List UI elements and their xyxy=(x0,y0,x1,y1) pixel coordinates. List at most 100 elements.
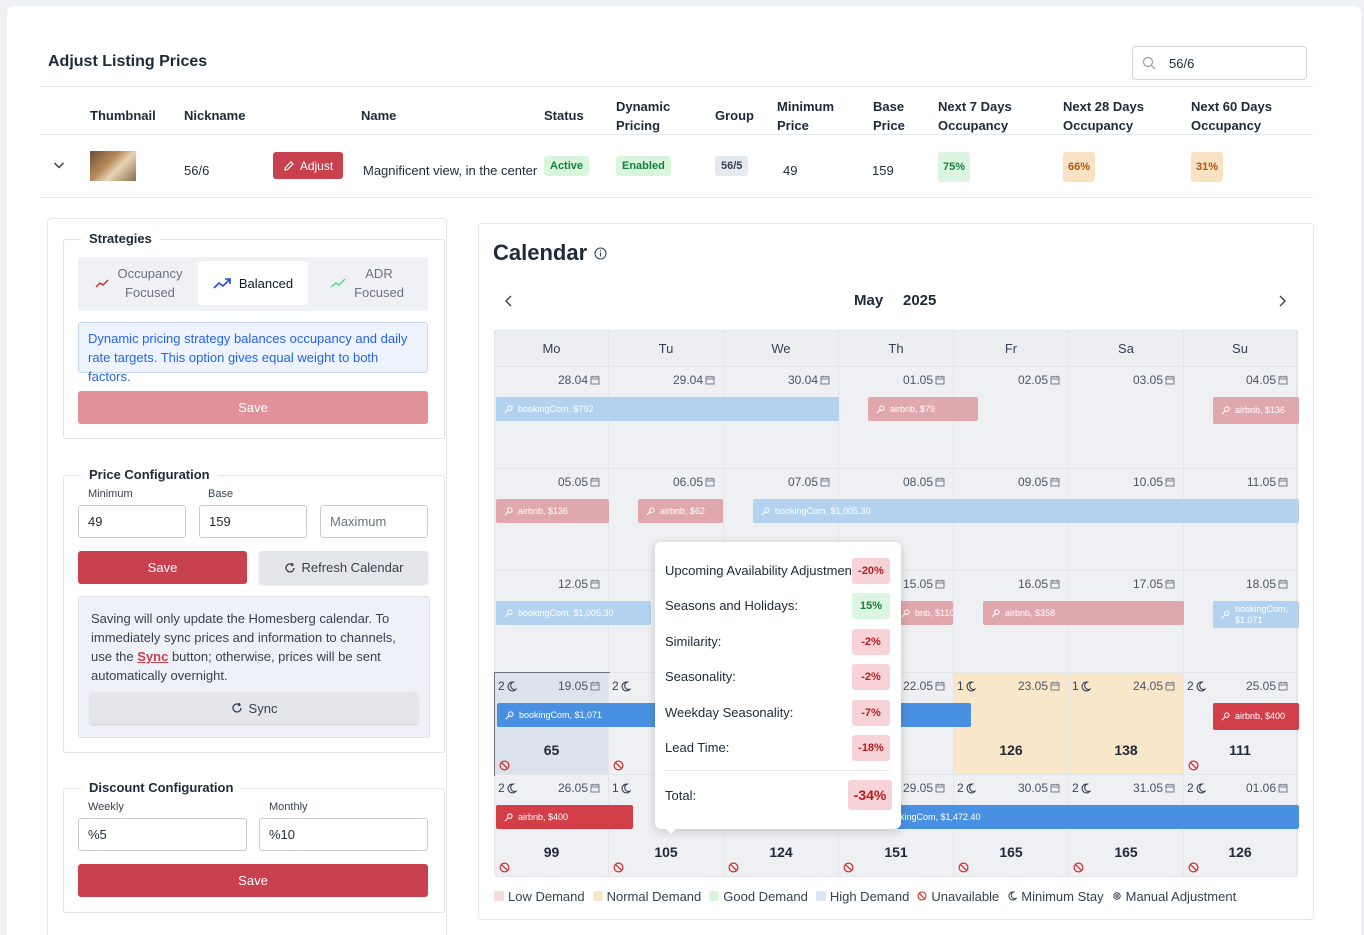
calendar-icon xyxy=(590,783,600,793)
calendar-icon xyxy=(935,375,945,385)
day-date-text: 02.05 xyxy=(1017,373,1048,387)
booking-bar[interactable]: bookingCom, $1,005.30 xyxy=(496,601,651,625)
maximum-price-input[interactable]: Maximum xyxy=(320,505,428,538)
occupancy-28-badge: 66% xyxy=(1063,152,1096,182)
chevron-left-icon[interactable] xyxy=(503,294,515,308)
price-config-section: Price Configuration Minimum 49 Base 159 … xyxy=(63,467,445,753)
day-date: 30.04 xyxy=(788,373,830,387)
chevron-down-icon[interactable] xyxy=(53,159,65,171)
key-icon xyxy=(504,404,513,413)
calendar-day-cell[interactable]: 03.05 xyxy=(1069,367,1184,469)
calendar-icon xyxy=(1050,477,1060,487)
booking-label: ookingCom, $1,472.40 xyxy=(890,812,981,822)
minimum-stay-value: 2 xyxy=(498,679,505,693)
monthly-label: Monthly xyxy=(269,801,308,813)
day-date-text: 11.05 xyxy=(1246,475,1276,489)
booking-bar[interactable]: airbnb, $62 xyxy=(638,499,723,523)
chevron-right-icon[interactable] xyxy=(1276,294,1288,308)
day-price: 99 xyxy=(543,844,560,860)
sync-link[interactable]: Sync xyxy=(137,649,169,664)
base-price-input[interactable]: 159 xyxy=(199,505,307,538)
booking-bar[interactable]: airbnb, $136 xyxy=(1213,397,1299,424)
tooltip-factor-label: Seasonality: xyxy=(665,669,736,684)
calendar-icon xyxy=(590,375,600,385)
booking-bar[interactable]: ookingCom, $1,472.40 xyxy=(868,805,1299,829)
strategy-balanced[interactable]: Balanced xyxy=(198,261,308,305)
calendar-icon xyxy=(1278,579,1288,589)
calendar-icon xyxy=(935,783,945,793)
booking-bar[interactable]: bookingCom, $792 xyxy=(496,397,839,421)
legend-unavailable-label: Unavailable xyxy=(931,888,1000,904)
price-save-button[interactable]: Save xyxy=(78,551,247,584)
moon-icon xyxy=(621,681,631,691)
moon-icon xyxy=(1196,681,1206,691)
key-icon xyxy=(505,710,514,719)
good-demand-swatch xyxy=(709,891,720,901)
day-date: 09.05 xyxy=(1018,475,1060,489)
legend-normal-label: Normal Demand xyxy=(606,888,702,904)
day-price: 165 xyxy=(999,844,1023,860)
minimum-stay: 2 xyxy=(957,781,976,795)
day-price: 124 xyxy=(769,844,793,860)
adjust-button[interactable]: Adjust xyxy=(273,152,343,179)
strategy-save-button[interactable]: Save xyxy=(78,391,428,424)
calendar-icon xyxy=(590,579,600,589)
col-min-line2: Price xyxy=(777,118,809,133)
col-min-line1: Minimum xyxy=(777,99,835,114)
booking-label: airbnb, $62 xyxy=(660,506,706,516)
booking-bar[interactable]: airbnb, $400 xyxy=(1213,703,1299,730)
day-date-text: 15.05 xyxy=(902,577,933,591)
day-date-text: 04.05 xyxy=(1245,373,1276,387)
booking-bar[interactable]: airbnb, $136 xyxy=(496,499,609,523)
monthly-discount-input[interactable]: %10 xyxy=(259,818,428,851)
info-icon[interactable] xyxy=(594,247,607,260)
minimum-stay-value: 2 xyxy=(1187,679,1194,693)
calendar-icon xyxy=(1278,783,1288,793)
booking-label: airbnb, $79 xyxy=(890,404,936,414)
day-price: 126 xyxy=(1228,844,1252,860)
legend-low-demand: Low Demand xyxy=(494,889,585,904)
day-date: 17.05 xyxy=(1133,577,1175,591)
calendar-icon xyxy=(1165,681,1175,691)
minimum-stay: 2 xyxy=(612,679,631,693)
tooltip-factor-value: -2% xyxy=(852,629,890,655)
minimum-price-input[interactable]: 49 xyxy=(78,505,186,538)
day-date: 02.05 xyxy=(1018,373,1060,387)
day-date: 11.05 xyxy=(1247,475,1288,489)
booking-bar[interactable]: airbnb, $358 xyxy=(983,601,1184,625)
booking-bar[interactable]: bookingCom, $1,005.30 xyxy=(753,499,1299,523)
calendar-icon xyxy=(1165,375,1175,385)
minimum-stay: 1 xyxy=(612,781,631,795)
booking-bar[interactable]: bookingCom, $1,071 xyxy=(1213,601,1299,628)
day-date-text: 01.06 xyxy=(1245,781,1276,795)
day-date: 28.04 xyxy=(558,373,600,387)
booking-bar[interactable]: airbnb, $79 xyxy=(868,397,978,421)
refresh-calendar-button[interactable]: Refresh Calendar xyxy=(259,551,428,584)
calendar-day-cell[interactable]: 23.05 1 126 xyxy=(954,673,1069,775)
listing-thumbnail[interactable] xyxy=(90,151,136,181)
booking-bar[interactable]: airbnb, $400 xyxy=(496,805,633,829)
sync-button[interactable]: Sync xyxy=(90,692,418,724)
calendar-icon xyxy=(1050,783,1060,793)
day-date-text: 30.04 xyxy=(787,373,818,387)
strategy-adr-focused[interactable]: ADR Focused xyxy=(310,261,424,305)
minimum-stay: 2 xyxy=(498,679,517,693)
discount-save-button[interactable]: Save xyxy=(78,864,428,897)
day-date: 15.05 xyxy=(903,577,945,591)
weekday-header: We xyxy=(724,331,839,367)
weekly-discount-input[interactable]: %5 xyxy=(78,818,247,851)
status-badge: Active xyxy=(544,156,590,176)
search-icon xyxy=(1142,56,1156,70)
day-price: 138 xyxy=(1114,742,1138,758)
booking-bar[interactable]: bnb, $110 xyxy=(893,601,953,625)
search-input[interactable]: 56/6 xyxy=(1132,46,1307,80)
weekday-header: Fr xyxy=(954,331,1069,367)
strategy-occupancy-focused[interactable]: Occupancy Focused xyxy=(82,261,196,305)
calendar-day-cell[interactable]: 24.05 1 138 xyxy=(1069,673,1184,775)
key-icon xyxy=(876,404,885,413)
calendar-icon xyxy=(935,681,945,691)
calendar-icon xyxy=(1278,681,1288,691)
day-date-text: 12.05 xyxy=(557,577,588,591)
legend-good-demand: Good Demand xyxy=(709,889,808,904)
calendar-icon xyxy=(820,375,830,385)
